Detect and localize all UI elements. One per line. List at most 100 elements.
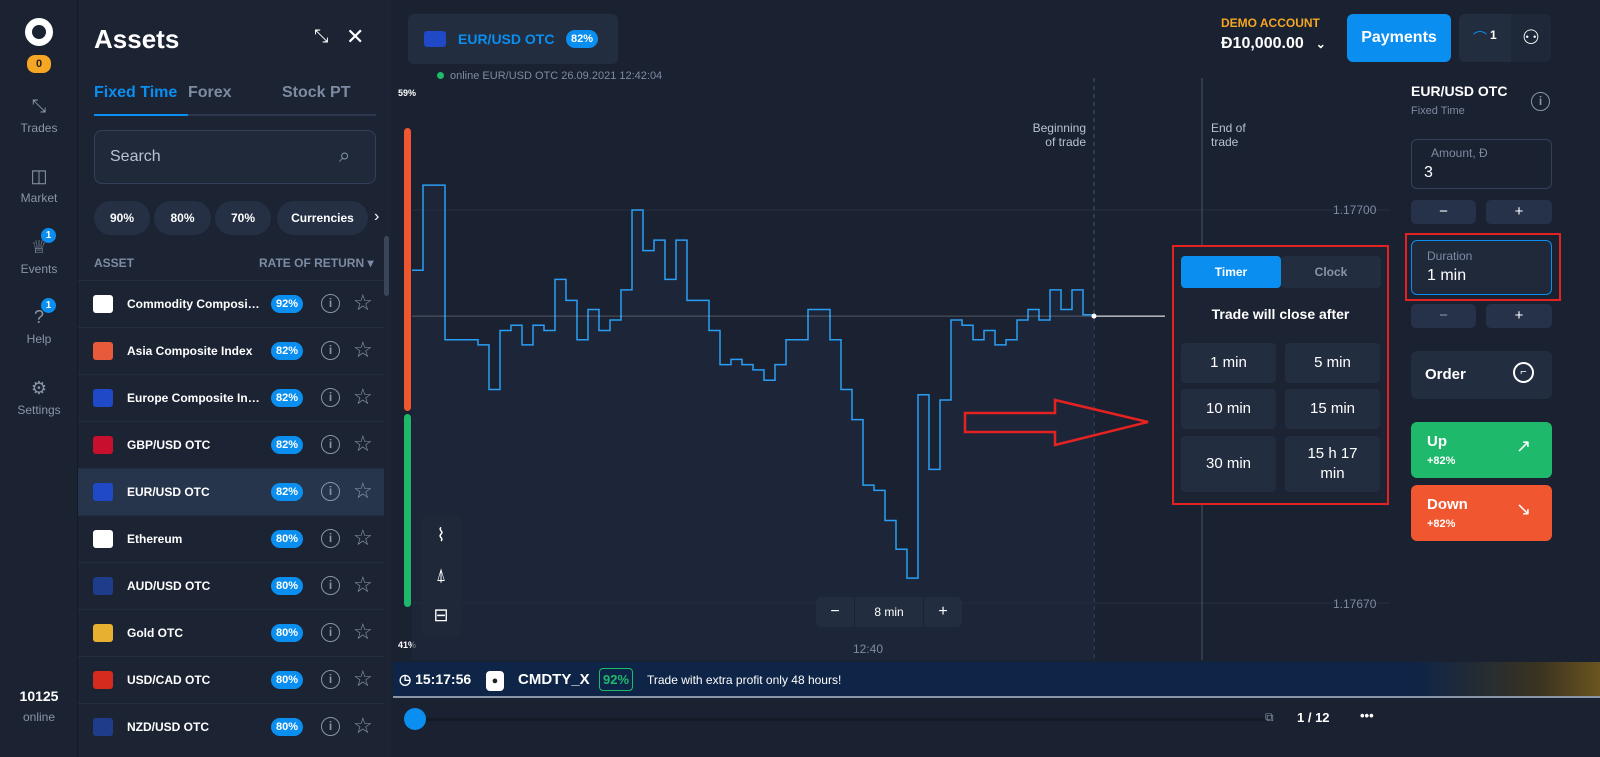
info-icon[interactable]: i (321, 717, 340, 736)
amount-input[interactable]: Amount, Đ 3 (1411, 139, 1552, 189)
down-label: Down (1427, 496, 1468, 513)
star-icon[interactable]: ☆ (353, 337, 373, 362)
tab-clock[interactable]: Clock (1281, 256, 1381, 288)
amount-plus-button[interactable]: + (1486, 200, 1552, 224)
nav-events[interactable]: ♕ Events 1 (0, 228, 78, 276)
left-nav: 0 ⤡ Trades ◫ Market ♕ Events 1 ? Help 1 ⚙ Setti… (0, 0, 78, 757)
info-icon[interactable]: i (321, 529, 340, 548)
scrollbar[interactable] (384, 236, 389, 296)
info-icon[interactable]: i (1531, 92, 1550, 111)
duration-option[interactable]: 10 min (1181, 389, 1276, 429)
chip-90[interactable]: 90% (94, 201, 150, 235)
star-icon[interactable]: ☆ (353, 525, 373, 550)
asset-tab[interactable]: EUR/USD OTC 82% (408, 14, 618, 64)
up-button[interactable]: Up +82% ↗ (1411, 422, 1552, 478)
chart-type-icon[interactable]: ⌇ (436, 525, 446, 545)
zoom-in-button[interactable]: + (938, 603, 948, 620)
amount-value: 3 (1424, 164, 1433, 181)
eu-us-flag-icon (424, 31, 446, 47)
timer-value: 15:17:56 (415, 671, 472, 687)
nav-settings[interactable]: ⚙ Settings (0, 377, 78, 417)
chip-70[interactable]: 70% (215, 201, 271, 235)
nav-market[interactable]: ◫ Market (0, 165, 78, 205)
search-input[interactable]: Search ⌕ (94, 130, 376, 184)
promo-banner[interactable]: ◷ 15:17:56 ● CMDTY_X 92% Trade with extr… (393, 662, 1600, 698)
asset-row[interactable]: Asia Composite Index 82% i ☆ (78, 327, 384, 374)
asset-row[interactable]: EUR/USD OTC 82% i ☆ (78, 468, 384, 515)
duration-plus-button[interactable]: + (1486, 304, 1552, 328)
info-icon[interactable]: i (321, 482, 340, 501)
asset-icon (93, 389, 113, 407)
duration-option[interactable]: 1 min (1181, 343, 1276, 383)
star-icon[interactable]: ☆ (353, 572, 373, 597)
close-icon[interactable]: ✕ (346, 24, 365, 49)
nav-trades[interactable]: ⤡ Trades (0, 95, 78, 135)
chip-80[interactable]: 80% (154, 201, 211, 235)
star-icon[interactable]: ☆ (353, 431, 373, 456)
asset-row[interactable]: Europe Composite Index 82% i ☆ (78, 374, 384, 421)
asset-row[interactable]: Ethereum 80% i ☆ (78, 515, 384, 562)
collapse-icon[interactable]: ⤡ (314, 26, 329, 46)
asset-row[interactable]: USD/CAD OTC 80% i ☆ (78, 656, 384, 703)
page-indicator: 1 / 12 (1297, 710, 1330, 725)
duration-option[interactable]: 30 min (1181, 436, 1276, 492)
notifications-button[interactable]: ⌒ 1 (1459, 14, 1511, 62)
col-return[interactable]: RATE OF RETURN ▾ (259, 256, 373, 270)
tab-forex[interactable]: Forex (188, 84, 232, 101)
asset-row[interactable]: GBP/USD OTC 82% i ☆ (78, 421, 384, 468)
tab-timer[interactable]: Timer (1181, 256, 1281, 288)
chevron-down-icon: ⌄ (1315, 37, 1326, 51)
info-icon[interactable]: i (321, 388, 340, 407)
zoom-out-button[interactable]: − (830, 603, 840, 620)
info-icon[interactable]: i (321, 294, 340, 313)
asset-icon (93, 295, 113, 313)
duration-value: 1 min (1427, 267, 1467, 284)
star-icon[interactable]: ☆ (353, 666, 373, 691)
bag-icon: ◫ (30, 166, 48, 186)
info-icon[interactable]: i (321, 435, 340, 454)
trade-asset: EUR/USD OTC (1411, 83, 1508, 99)
duration-highlight (1405, 233, 1561, 301)
info-icon[interactable]: i (321, 576, 340, 595)
chip-currencies[interactable]: Currencies (277, 201, 368, 235)
user-icon[interactable]: ⚇ (1511, 14, 1551, 62)
payments-button[interactable]: Payments (1347, 14, 1451, 62)
info-icon[interactable]: i (321, 670, 340, 689)
chevron-right-icon[interactable]: › (374, 208, 380, 225)
balance-dropdown[interactable]: Đ10,000.00 ⌄ (1221, 35, 1326, 53)
asset-row[interactable]: NZD/USD OTC 80% i ☆ (78, 703, 384, 750)
carousel-icon: ⧉ (1265, 710, 1274, 724)
trade-mode: Fixed Time (1411, 105, 1465, 117)
indicator-icon[interactable]: ⊟ (433, 605, 449, 625)
duration-input[interactable]: Duration 1 min (1411, 240, 1552, 295)
logo-icon[interactable] (25, 18, 53, 46)
more-button[interactable]: ••• (1360, 708, 1374, 723)
y-tick-label: 1.17670 (1333, 597, 1377, 611)
duration-minus-button[interactable]: − (1411, 304, 1476, 328)
duration-option[interactable]: 15 min (1285, 389, 1380, 429)
star-icon[interactable]: ☆ (353, 713, 373, 738)
star-icon[interactable]: ☆ (353, 384, 373, 409)
star-icon[interactable]: ☆ (353, 619, 373, 644)
order-button[interactable]: Order ⌐ (1411, 351, 1552, 399)
nav-help[interactable]: ? Help 1 (0, 298, 78, 346)
info-icon[interactable]: i (321, 623, 340, 642)
duration-option[interactable]: 5 min (1285, 343, 1380, 383)
tab-fixed-time[interactable]: Fixed Time (94, 84, 178, 101)
asset-row[interactable]: Commodity Composite Index 92% i ☆ (78, 280, 384, 327)
chart-tools: ⌇ ⍋ ⊟ (421, 515, 461, 637)
duration-option[interactable]: 15 h 17 min (1285, 436, 1380, 492)
tab-stock-pt[interactable]: Stock PT (282, 84, 351, 101)
carousel-track[interactable] (426, 718, 1266, 721)
info-icon[interactable]: i (321, 341, 340, 360)
star-icon[interactable]: ☆ (353, 478, 373, 503)
online-count: 10125 (19, 688, 59, 704)
amount-minus-button[interactable]: − (1411, 200, 1476, 224)
star-icon[interactable]: ☆ (353, 290, 373, 315)
drawing-tool-icon[interactable]: ⍋ (435, 565, 447, 585)
asset-pct: 82% (271, 436, 304, 454)
asset-row[interactable]: Gold OTC 80% i ☆ (78, 609, 384, 656)
asset-row[interactable]: AUD/USD OTC 80% i ☆ (78, 562, 384, 609)
down-button[interactable]: Down +82% ↘ (1411, 485, 1552, 541)
carousel-current-icon[interactable] (404, 708, 426, 730)
